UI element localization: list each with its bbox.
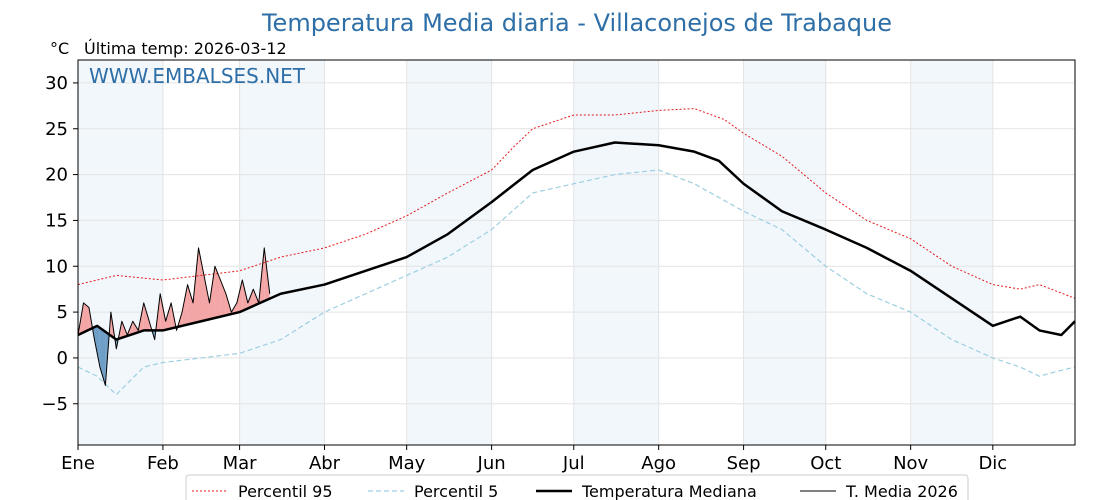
month-band-1	[78, 60, 163, 445]
fill-above-median	[236, 280, 243, 313]
legend-label-temperatura-mediana: Temperatura Mediana	[581, 482, 757, 500]
chart-title: Temperatura Media diaria - Villaconejos …	[261, 9, 892, 37]
x-tick-label: Jun	[477, 453, 506, 474]
y-tick-label: 20	[45, 165, 68, 186]
x-tick-label: Abr	[309, 453, 341, 474]
y-axis: 30 25 20 15 10 5 0 −5	[41, 73, 78, 415]
fill-above-median	[214, 266, 221, 318]
series-percentil-95	[77, 108, 1076, 299]
legend-label-percentil-95: Percentil 95	[238, 482, 333, 500]
fill-above-median	[209, 266, 215, 320]
month-band-3	[406, 60, 492, 445]
fill-above-median	[198, 247, 204, 322]
x-tick-label: Jul	[562, 453, 585, 474]
series-temperatura-mediana	[77, 141, 1076, 341]
watermark: WWW.EMBALSES.NET	[89, 64, 306, 88]
y-tick-label: 25	[45, 119, 68, 140]
fill-above-median	[203, 275, 210, 321]
fill-below-median	[94, 327, 100, 368]
x-tick-label: Feb	[147, 453, 179, 474]
x-tick-label: Ago	[641, 453, 676, 474]
plot-frame	[77, 59, 1076, 446]
legend: Percentil 95 Percentil 5 Temperatura Media…	[185, 474, 969, 500]
month-band-6	[910, 60, 993, 445]
x-axis: Ene Feb Mar Abr May Jun Jul Ago Sep Oct Nov Dic	[61, 445, 1007, 474]
x-tick-label: May	[388, 453, 426, 474]
month-band-4	[573, 60, 659, 445]
fill-above-median	[187, 284, 194, 325]
fill-above-median	[193, 247, 199, 324]
month-bands	[78, 60, 993, 445]
x-tick-label: Sep	[727, 453, 761, 474]
x-tick-label: Oct	[810, 453, 841, 474]
x-tick-label: Mar	[223, 453, 258, 474]
series-lines	[77, 108, 1076, 396]
series-percentil-5	[77, 169, 1076, 396]
fill-above-median	[220, 280, 226, 317]
series-t-media-2026	[77, 247, 271, 386]
fill-above-median	[182, 284, 188, 326]
fill-above-median	[165, 302, 172, 330]
y-tick-label: 15	[45, 210, 68, 231]
fill-above-median	[83, 302, 89, 333]
legend-frame	[185, 474, 969, 500]
x-tick-label: Nov	[893, 453, 928, 474]
y-tick-label: 5	[57, 302, 68, 323]
last-temp-label: Última temp: 2026-03-12	[84, 39, 287, 58]
x-tick-label: Ene	[61, 453, 95, 474]
month-band-2	[239, 60, 325, 445]
y-tick-label: 30	[45, 73, 68, 94]
gridlines	[77, 60, 1075, 445]
legend-label-t-media-2026: T. Media 2026	[845, 482, 958, 500]
month-band-5	[743, 60, 826, 445]
y-tick-label: −5	[41, 394, 68, 415]
legend-label-percentil-5: Percentil 5	[414, 482, 498, 500]
y-tick-label: 0	[57, 348, 68, 369]
fill-above-median	[143, 302, 150, 331]
fill-above-median	[247, 289, 254, 309]
x-tick-label: Dic	[978, 453, 1007, 474]
y-unit-label: °C	[50, 39, 69, 58]
y-tick-label: 10	[45, 256, 68, 277]
